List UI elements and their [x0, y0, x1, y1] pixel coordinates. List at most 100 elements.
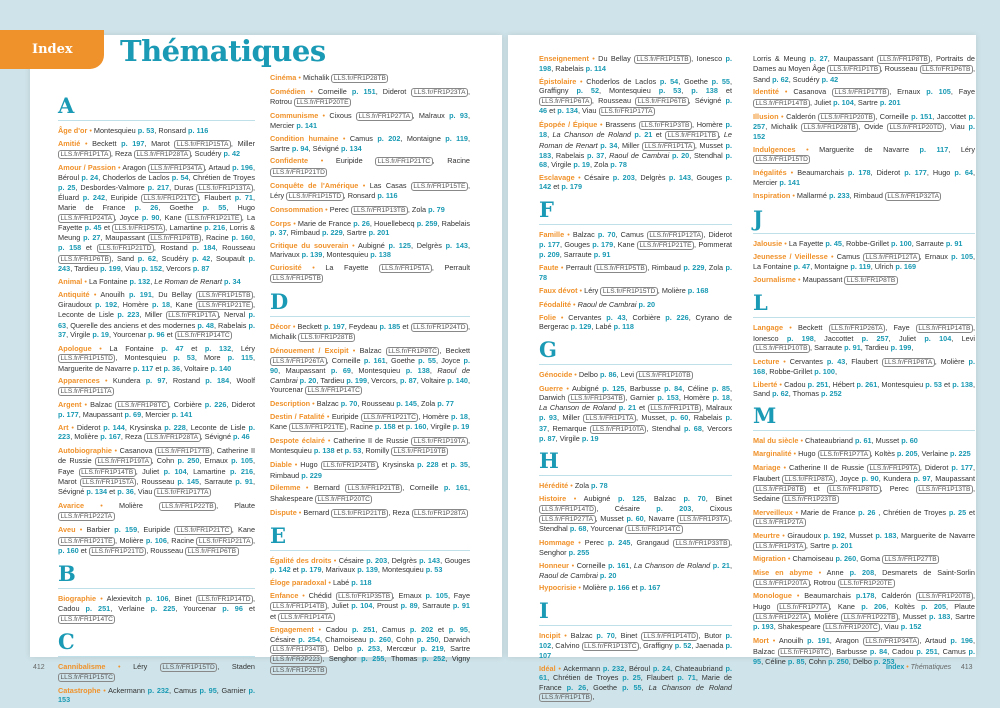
page-reference[interactable]: p. 179 [561, 182, 583, 192]
page-reference[interactable]: p. 205 [921, 601, 946, 611]
online-resource-link[interactable]: LLS.fr/FR1P17TB [155, 446, 213, 456]
page-reference[interactable]: p. 132 [204, 343, 232, 353]
online-resource-link[interactable]: LLS.fr/FR1P5TA [112, 223, 166, 233]
page-reference[interactable]: p. 251 [807, 379, 829, 389]
online-resource-link[interactable]: LLS.fr/FR1P17TA [154, 488, 211, 498]
page-reference[interactable]: p. 55 [202, 203, 227, 213]
page-reference[interactable]: p. 64 [954, 168, 973, 178]
online-resource-link[interactable]: LLS.fr/FR1P8TC [385, 346, 440, 356]
online-resource-link[interactable]: LLS.fr/FR1P6TA [539, 96, 592, 106]
page-reference[interactable]: p. 84 [664, 383, 683, 393]
page-reference[interactable]: p. 203 [612, 173, 635, 183]
page-reference[interactable]: p. 115 [227, 353, 253, 363]
page-reference[interactable]: p. 45 [825, 238, 842, 248]
online-resource-link[interactable]: LLS.fr/FR1P21TB [331, 508, 389, 518]
page-reference[interactable]: p. 104 [351, 601, 373, 611]
page-reference[interactable]: p. 34 [224, 276, 241, 286]
page-reference[interactable]: p. 95 [448, 625, 468, 635]
online-resource-link[interactable]: LLS.fr/FR1P21TC [174, 526, 232, 536]
page-reference[interactable]: p. 153 [657, 392, 679, 402]
page-reference[interactable]: p. 184 [205, 376, 230, 386]
page-reference[interactable]: p. 145 [177, 476, 200, 486]
page-reference[interactable]: p. 245 [607, 538, 631, 548]
page-reference[interactable]: p. 201 [879, 97, 901, 107]
page-reference[interactable]: p. 225 [950, 449, 971, 459]
page-reference[interactable]: p. 141 [779, 177, 801, 187]
online-resource-link[interactable]: LLS.fr/FR1P20TE [293, 98, 351, 108]
page-reference[interactable]: p. 19 [92, 330, 109, 340]
online-resource-link[interactable]: LLS.fr/FR1P21TD [270, 167, 328, 177]
page-reference[interactable]: p. 229 [683, 263, 705, 273]
online-resource-link[interactable]: LLS.fr/FR1P10TB [636, 370, 694, 380]
online-resource-link[interactable]: LLS.fr/FR1P8TB [147, 234, 202, 244]
page-reference[interactable]: p. 253 [357, 644, 381, 654]
page-reference[interactable]: p. 26 [134, 203, 159, 213]
online-resource-link[interactable]: LLS.fr/FR1P27TB [882, 555, 940, 565]
page-reference[interactable]: p. 54 [171, 173, 189, 183]
page-reference[interactable]: p. 78 [610, 160, 627, 170]
page-reference[interactable]: p. 21 [712, 561, 730, 571]
page-reference[interactable]: p. 119 [445, 134, 468, 144]
online-resource-link[interactable]: LLS.fr/FR1P8TB [753, 484, 807, 494]
online-resource-link[interactable]: LLS.fr/FR1P15TD [753, 155, 811, 165]
page-reference[interactable]: p. 134 [341, 143, 362, 153]
page-reference[interactable]: p. 229 [301, 470, 322, 480]
online-resource-link[interactable]: LLS.fr/FR1P14TC [58, 614, 116, 624]
page-reference[interactable]: p. 160 [405, 422, 427, 432]
page-reference[interactable]: p. 53 [425, 565, 443, 575]
online-resource-link[interactable]: LLS.fr/FR1P1TB [647, 404, 702, 414]
page-reference[interactable]: p. 145 [396, 398, 417, 408]
page-reference[interactable]: p. 142 [270, 565, 291, 575]
page-reference[interactable]: p. 61 [539, 664, 732, 683]
page-reference[interactable]: p. 201 [368, 228, 390, 238]
page-reference[interactable]: p. 216 [229, 466, 254, 476]
page-reference[interactable]: p. 26 [353, 218, 370, 228]
online-resource-link[interactable]: LLS.fr/FR1P19TA [94, 457, 152, 467]
online-resource-link[interactable]: LLS.fr/FR1P28TA [134, 150, 191, 160]
page-reference[interactable]: p. 55 [622, 682, 642, 692]
page-reference[interactable]: p. 53 [137, 126, 155, 135]
online-resource-link[interactable]: LLS.fr/FR1P2TA [753, 518, 806, 528]
page-reference[interactable]: p. 94 [291, 143, 309, 153]
page-reference[interactable]: p. 177 [951, 463, 973, 473]
online-resource-link[interactable]: LLS.fr/FR1P17TA [598, 107, 656, 117]
page-reference[interactable]: p. 52 [674, 641, 692, 650]
page-reference[interactable]: p. 105 [231, 456, 253, 466]
page-reference[interactable]: p. 68 [569, 524, 587, 534]
page-reference[interactable]: p. 201 [831, 540, 853, 550]
online-resource-link[interactable]: LLS.fr/FR1P27TA [355, 112, 413, 122]
page-reference[interactable]: p. 223 [58, 422, 255, 442]
page-reference[interactable]: p. 53 [658, 86, 682, 96]
online-resource-link[interactable]: LLS.fr/FR1P8TA [881, 357, 935, 367]
online-resource-link[interactable]: LLS.fr/FR1P13TB [915, 484, 973, 494]
page-reference[interactable]: p. 143 [419, 555, 441, 565]
page-reference[interactable]: p. 142 [539, 173, 733, 192]
online-resource-link[interactable]: LLS.fr/FR1P21TA [196, 536, 253, 546]
page-reference[interactable]: p. 232 [602, 664, 625, 674]
online-resource-link[interactable]: LLS.fr/FR1P21TC [141, 193, 199, 203]
page-reference[interactable]: p. 229 [321, 228, 343, 238]
page-reference[interactable]: p. 198 [539, 54, 732, 74]
page-reference[interactable]: p. 78 [591, 481, 608, 491]
page-reference[interactable]: p. 86 [599, 369, 617, 379]
online-resource-link[interactable]: LLS.fr/FR1P1TB [827, 65, 881, 75]
page-reference[interactable]: p. 106 [145, 535, 167, 545]
page-reference[interactable]: p. 105 [425, 590, 448, 600]
page-reference[interactable]: p. 206 [861, 601, 887, 611]
online-resource-link[interactable]: LLS.fr/FR1P28TB [331, 74, 389, 83]
page-reference[interactable]: p. 196 [950, 636, 973, 646]
page-reference[interactable]: p. 105 [951, 251, 974, 261]
page-reference[interactable]: p. 55 [711, 77, 730, 87]
online-resource-link[interactable]: LLS.fr/FR1P24TB [320, 461, 378, 471]
page-reference[interactable]: p. 125 [388, 240, 411, 250]
page-reference[interactable]: p. 203 [656, 503, 692, 513]
online-resource-link[interactable]: LLS.fr/FR1P1TA [165, 311, 219, 321]
page-reference[interactable]: p. 91 [945, 238, 963, 248]
online-resource-link[interactable]: LLS.fr/FR1P15TE [410, 181, 468, 191]
page-reference[interactable]: p. 104 [833, 97, 854, 107]
page-reference[interactable]: p. 151 [351, 86, 376, 96]
online-resource-link[interactable]: LLS.fr/FR1P21TE [195, 301, 253, 311]
page-reference[interactable]: p. 192 [823, 531, 845, 541]
online-resource-link[interactable]: LLS.fr/FR1P21TE [58, 536, 116, 546]
page-reference[interactable]: p. 87 [400, 375, 417, 385]
